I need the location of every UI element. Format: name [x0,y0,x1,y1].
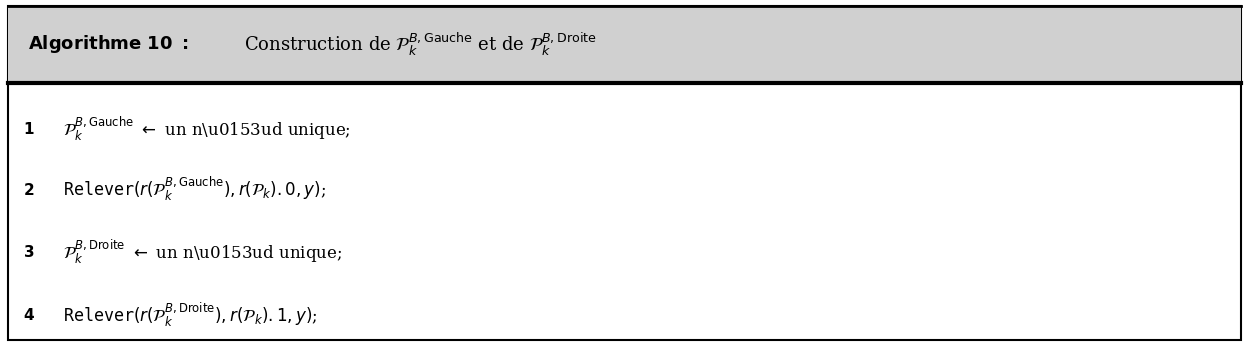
Text: $\mathbf{4}$: $\mathbf{4}$ [23,307,35,323]
Text: $\mathtt{Relever}(r(\mathcal{P}_k^{B,\mathrm{Droite}}),r(\mathcal{P}_k).1,y)$;: $\mathtt{Relever}(r(\mathcal{P}_k^{B,\ma… [63,301,317,329]
Bar [8,6,1241,83]
Text: $\mathbf{1}$: $\mathbf{1}$ [23,121,34,137]
Text: $\mathtt{Relever}(r(\mathcal{P}_k^{B,\mathrm{Gauche}}),r(\mathcal{P}_k).0,y)$;: $\mathtt{Relever}(r(\mathcal{P}_k^{B,\ma… [63,176,325,203]
Text: $\mathbf{Algorithme\ 10\ :}$: $\mathbf{Algorithme\ 10\ :}$ [28,33,188,55]
Text: Construction de $\mathcal{P}_k^{B,\mathrm{Gauche}}$ et de $\mathcal{P}_k^{B,\mat: Construction de $\mathcal{P}_k^{B,\mathr… [244,30,597,58]
Text: $\mathbf{2}$: $\mathbf{2}$ [23,182,34,198]
Text: $\mathcal{P}_k^{B,\mathrm{Gauche}}\ \leftarrow\ $un n\u0153ud unique;: $\mathcal{P}_k^{B,\mathrm{Gauche}}\ \lef… [63,115,350,142]
Text: $\mathbf{3}$: $\mathbf{3}$ [23,244,34,260]
Text: $\mathcal{P}_k^{B,\mathrm{Droite}}\ \leftarrow\ $un n\u0153ud unique;: $\mathcal{P}_k^{B,\mathrm{Droite}}\ \lef… [63,239,342,266]
